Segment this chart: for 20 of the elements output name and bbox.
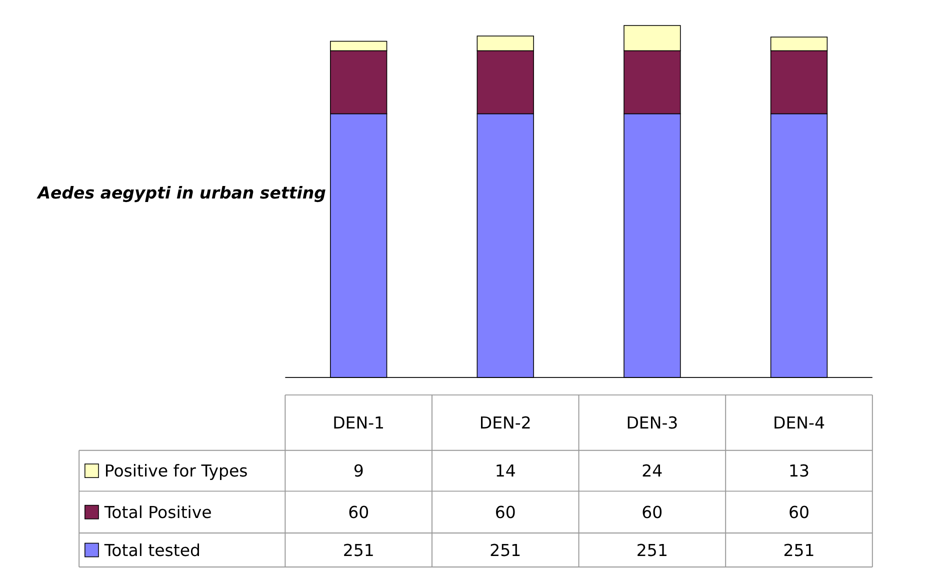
data-label: 251 [783, 540, 815, 560]
y-axis-title: Aedes aegypti in urban setting [36, 184, 326, 203]
data-label: 60 [788, 502, 810, 522]
legend-label: Total tested [103, 540, 201, 560]
data-label: 13 [788, 462, 810, 481]
x-tick-label: DEN-2 [479, 413, 532, 432]
x-tick-label: DEN-4 [773, 413, 825, 432]
x-tick-label: DEN-1 [332, 413, 385, 432]
data-label: 24 [642, 462, 663, 481]
data-label: 60 [642, 502, 663, 522]
data-label: 14 [494, 462, 516, 481]
data-label: 251 [636, 540, 668, 560]
data-label: 60 [494, 502, 516, 522]
data-label: 251 [490, 540, 522, 560]
data-label: 9 [353, 462, 364, 481]
legend-label: Positive for Types [104, 462, 248, 481]
legend-label: Total Positive [103, 502, 212, 522]
data-label: 60 [348, 502, 370, 522]
x-tick-label: DEN-3 [626, 413, 678, 432]
data-label: 251 [342, 540, 374, 560]
